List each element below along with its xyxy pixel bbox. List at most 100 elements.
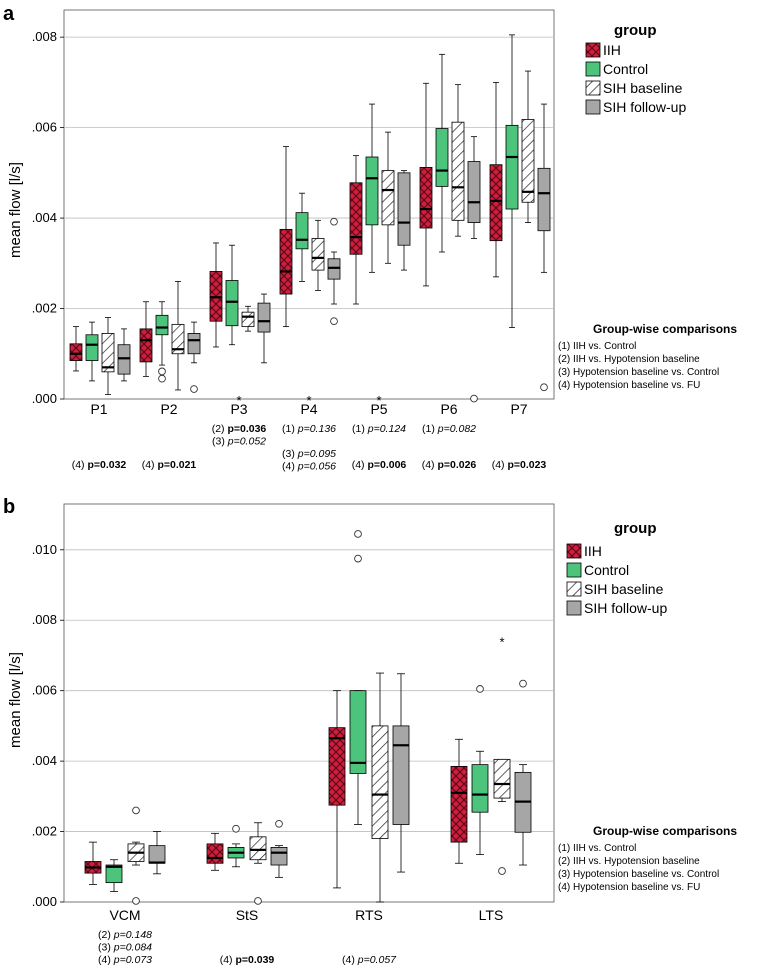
legend-a-swatch-sih-baseline [585,80,601,96]
panel-b-control-vcm-box [105,864,123,884]
comparisons-b: Group-wise comparisons (1) IIH vs. Contr… [558,824,737,893]
pvalue-comparison-number: (1) [352,423,368,435]
legend-b-label-iih: IIH [584,543,602,559]
panel-a-control-p2-box [155,314,169,336]
pvalue-number: p=0.056 [297,461,336,473]
comparisons-b-item-4: (4) Hypotension baseline vs. FU [558,882,700,893]
panel-a-label: a [3,3,15,25]
panel-b-category-rts: RTS [355,907,383,923]
panel-a-iih-p5-box [349,182,363,255]
panel-a-category-p6: P6 [440,401,457,417]
panel-a-control-p7-box [505,124,519,210]
panel-a-ytick-label: .008 [32,29,57,44]
panel-a-pvalue-bottom-p1: (4) p=0.032 [72,459,127,471]
legend-a-label-sih-followup: SIH follow-up [603,99,686,115]
panel-a-ytick-label: .000 [32,391,57,406]
pvalue-comparison-number: (3) [98,942,114,954]
panel-a-sih-baseline-p7-box [521,119,535,203]
panel-b-extreme-lts: * [499,635,504,650]
legend-a-swatch-iih [585,42,601,58]
panel-a-ytick-label: .002 [32,301,57,316]
legend-b-swatch-control [566,562,582,578]
panel-b-sih-baseline-vcm-outlier [132,897,140,905]
pvalue-comparison-number: (1) [422,423,438,435]
panel-b-ytick-label: .004 [32,753,57,768]
panel-b-ytick-label: .006 [32,683,57,698]
panel-b-label: b [3,496,15,518]
panel-b-pvalue-vcm: (3) p=0.084 [98,942,152,954]
panel-b-pvalue-vcm: (4) p=0.073 [98,954,152,966]
panel-a-pvalue-bottom-p6: (4) p=0.026 [422,459,477,471]
panel-b-iih-rts-box [328,727,346,806]
panel-a-category-p2: P2 [160,401,177,417]
panel-b-frame [63,503,555,903]
panel-a-ytick-label: .004 [32,210,57,225]
panel-a-sih-follow-up-p6-box [467,161,481,223]
legend-b: group IIH Control SIH baseline SIH follo… [566,520,667,616]
panel-b-ytick-label: .002 [32,824,57,839]
pvalue-comparison-number: (2) [212,423,228,435]
panel-a-pvalue-p4: (1) p=0.136 [282,423,336,435]
legend-a: group IIH Control SIH baseline SIH follo… [585,22,686,115]
pvalue-number: p=0.026 [437,459,476,471]
pvalue-number: p=0.073 [113,954,152,966]
pvalue-number: p=0.057 [357,954,397,966]
pvalue-number: p=0.032 [87,459,126,471]
panel-a-sih-follow-up-p6-outlier [470,394,478,403]
panel-a-category-p1: P1 [90,401,107,417]
panel-b-sih-follow-up-rts-box [392,725,410,825]
panel-a-extreme-p3: * [236,393,241,408]
panel-a-iih-p2-box [139,328,153,363]
pvalue-comparison-number: (1) [282,423,298,435]
panel-b-control-rts-outlier [354,530,362,538]
panel-a-frame [63,9,555,400]
legend-b-label-sih-followup: SIH follow-up [584,600,667,616]
panel-a-sih-baseline-p4-box [311,238,325,271]
pvalue-comparison-number: (4) [342,954,358,966]
comparisons-b-item-1: (1) IIH vs. Control [558,843,636,854]
panel-b-sih-baseline-sts-outlier [254,897,262,905]
pvalue-number: p=0.039 [235,954,274,966]
pvalue-number: p=0.006 [367,459,406,471]
panel-a-pvalue-bottom-p5: (4) p=0.006 [352,459,407,471]
panel-a-control-p1-box [85,334,99,361]
panel-a-sih-follow-up-p7-outlier [540,383,548,392]
panel-a-sih-follow-up-p5-box [397,172,411,246]
panel-b-control-rts-outlier [354,554,362,563]
panel-b-sih-follow-up-lts-outlier [519,679,527,688]
panel-b-pvalue-rts: (4) p=0.057 [342,954,397,966]
legend-b-label-control: Control [584,562,629,578]
pvalue-comparison-number: (4) [72,459,88,471]
panel-a-control-p2-outlier [158,367,166,376]
pvalue-comparison-number: (2) [98,929,114,941]
panel-a-category-p7: P7 [510,401,527,417]
panel-a-sih-follow-up-p3-box [257,302,271,333]
comparisons-a-item-4: (4) Hypotension baseline vs. FU [558,380,700,391]
pvalue-number: p=0.136 [297,423,336,435]
pvalue-number: p=0.052 [227,436,266,448]
pvalue-number: p=0.084 [113,942,152,954]
panel-a-sih-follow-up-p4-outlier [330,317,338,326]
panel-a-ytick-label: .006 [32,120,57,135]
panel-a-sih-follow-up-p4-box [327,258,341,280]
panel-b-sih-baseline-rts-box [371,725,389,840]
pvalue-comparison-number: (4) [422,459,438,471]
panel-b-control-lts-box [471,764,489,813]
panel-b-category-lts: LTS [479,907,504,923]
panel-a-extreme-p4: * [306,393,311,408]
panel-a-sih-follow-up-p7-box [537,167,551,232]
comparisons-a-item-2: (2) IIH vs. Hypotension baseline [558,354,700,365]
panel-b-control-rts-box [349,690,367,774]
panel-b-control-sts-outlier [232,824,240,833]
comparisons-b-title: Group-wise comparisons [593,824,737,838]
pvalue-comparison-number: (4) [142,459,158,471]
pvalue-number: p=0.124 [367,423,406,435]
panel-b-ytick-label: .000 [32,894,57,909]
panel-a-category-p3: P3 [230,401,247,417]
panel-b-iih-sts-box [206,843,224,864]
panel-a-pvalue-p5: (1) p=0.124 [352,423,406,435]
panel-a-category-p4: P4 [300,401,317,417]
panel-b-category-vcm: VCM [109,907,140,923]
pvalue-comparison-number: (3) [282,448,298,460]
